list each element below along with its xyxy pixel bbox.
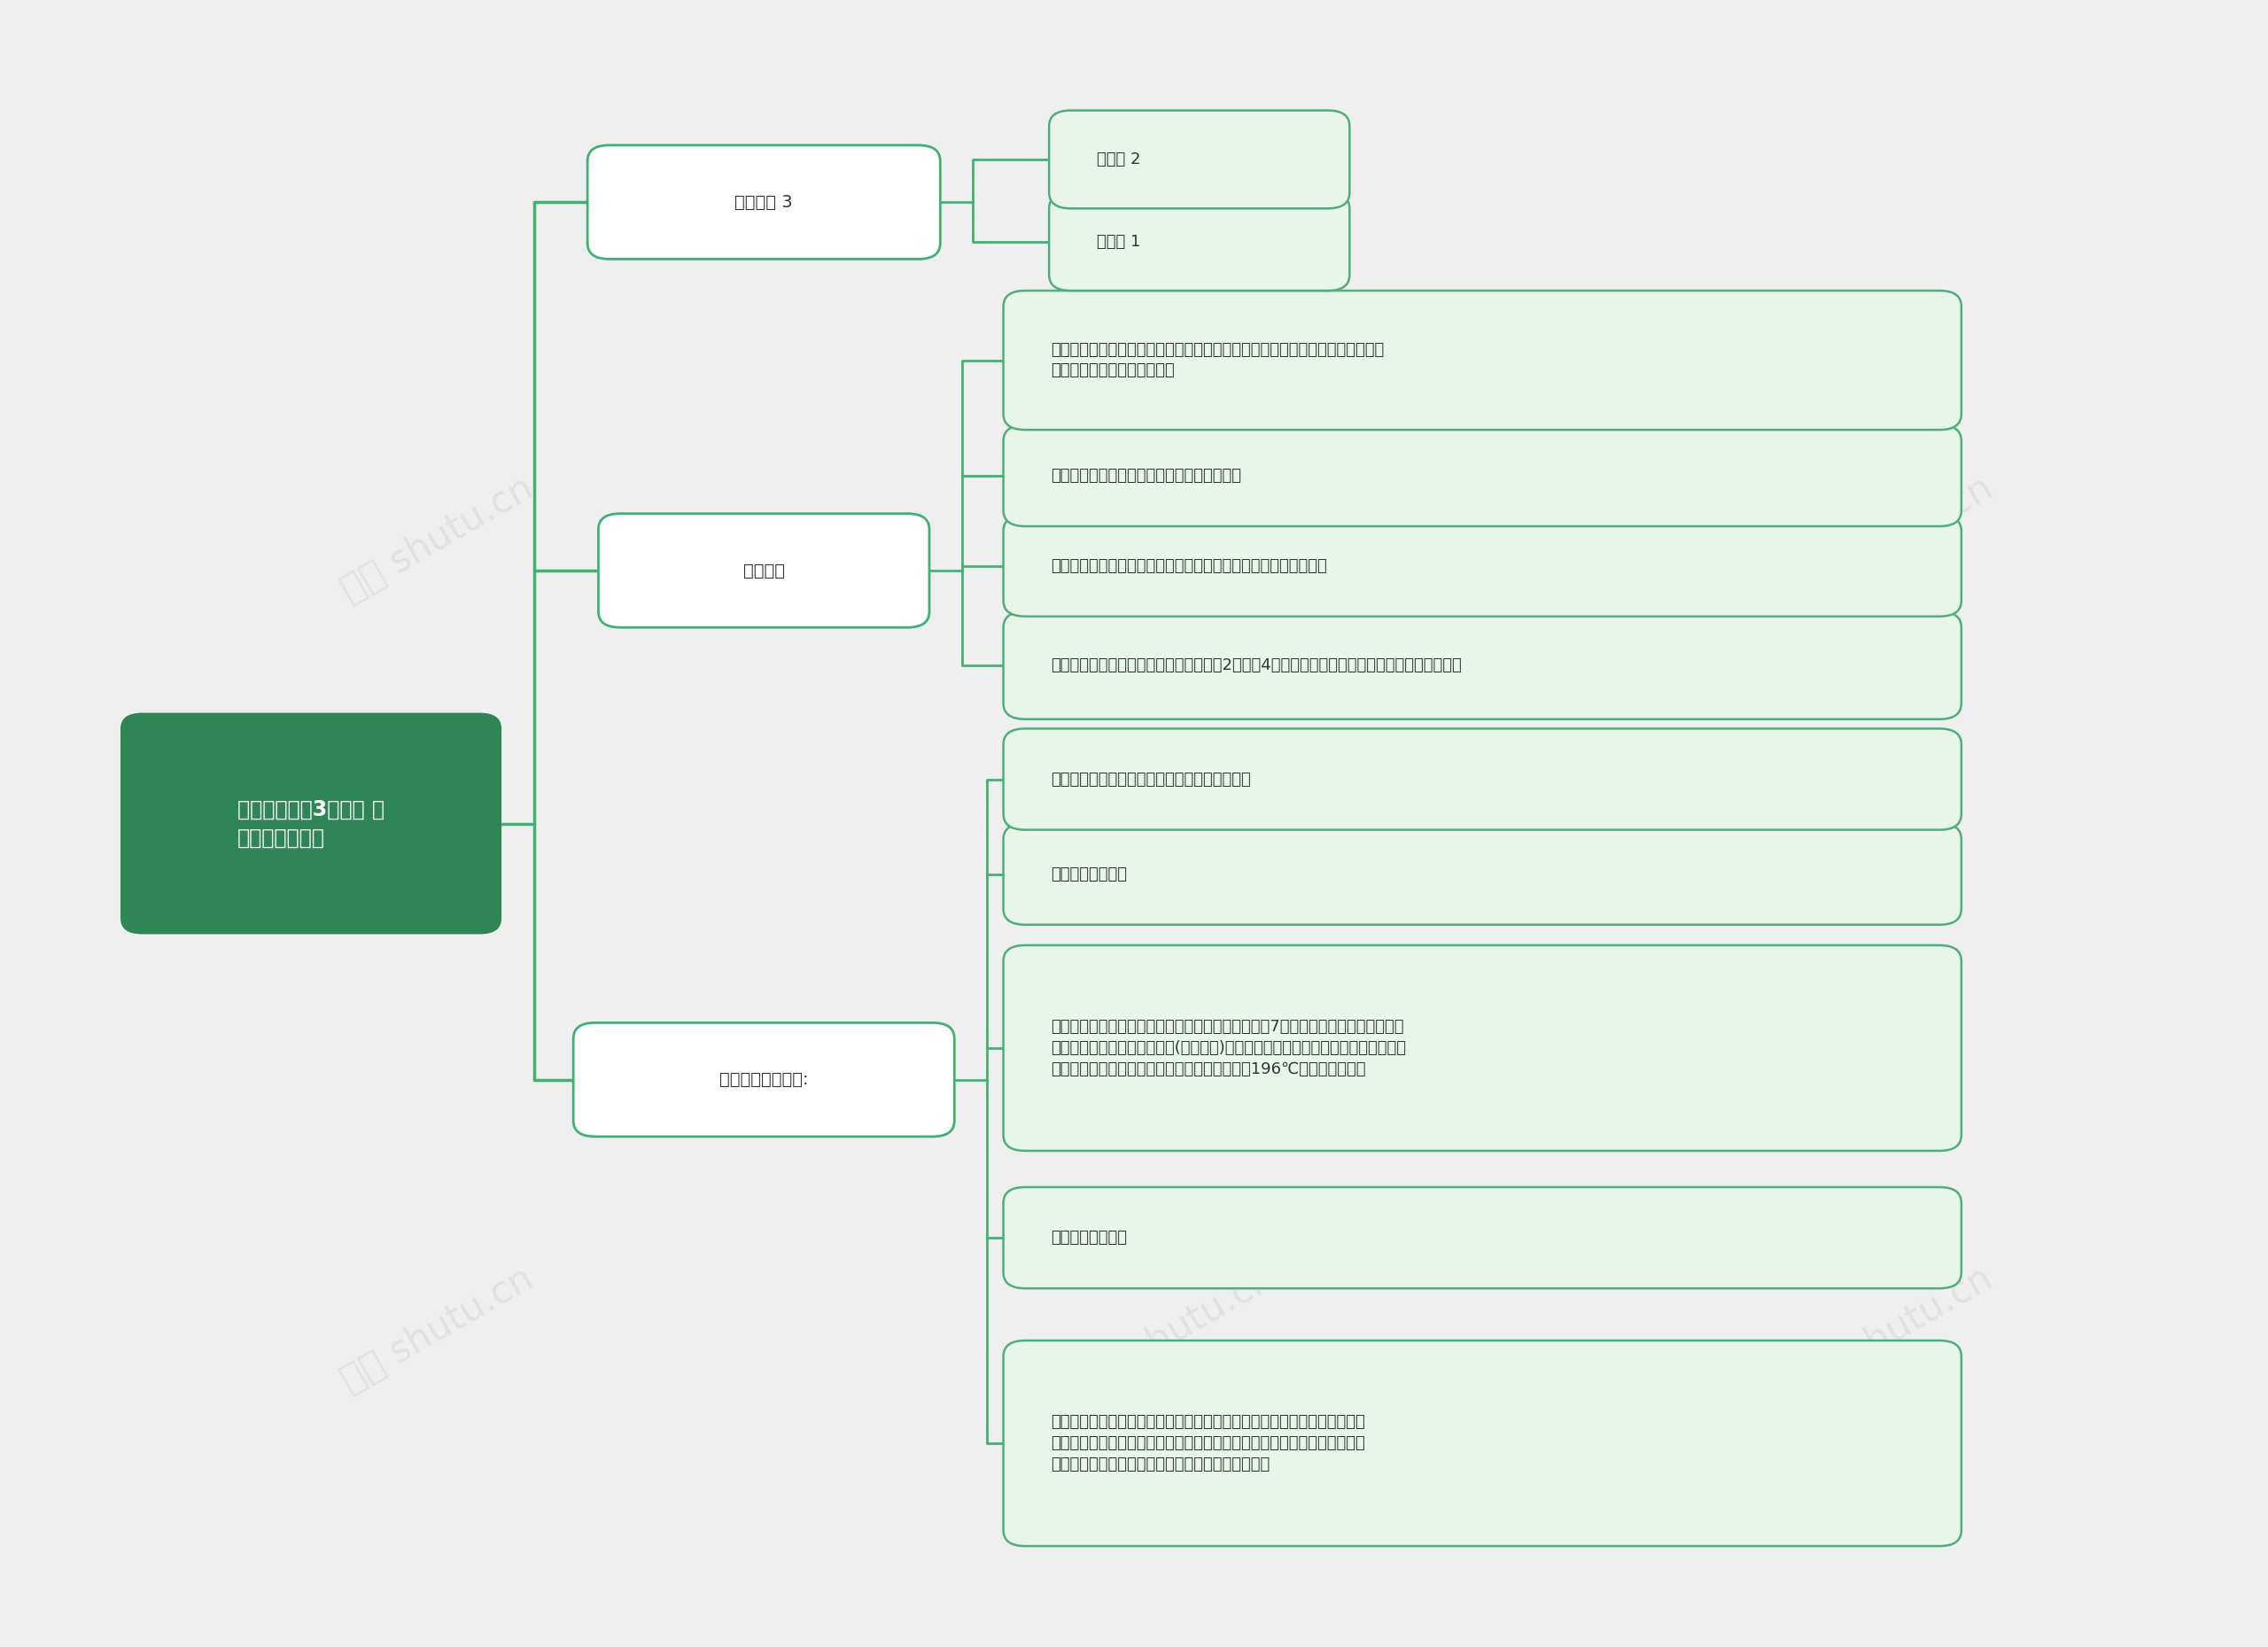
Text: 对供、受体的选择和处理。选择遗传特性和生产性能优秀的供体，有健康的
体质和正常繁殖能力的受体，供体和受体是同一物种。并用激素进行同期发
情处理，用促性腺激素对供: 对供、受体的选择和处理。选择遗传特性和生产性能优秀的供体，有健康的 体质和正常繁… [1052,1415,1365,1472]
FancyBboxPatch shape [120,713,501,934]
Text: 对胚胎进行移植。: 对胚胎进行移植。 [1052,866,1127,883]
Text: 树图 shutu.cn: 树图 shutu.cn [1794,469,1998,609]
Text: 概念：是指采用机械方法将早期胚胎切割2等份、4等份等，经移植获得同卵双胎或多胎的技术。: 概念：是指采用机械方法将早期胚胎切割2等份、4等份等，经移植获得同卵双胎或多胎的… [1052,657,1463,674]
Text: 子主题 1: 子主题 1 [1098,234,1141,250]
Text: 意义：来自同一胚胎的后代具有相同的遗传物质，属于无性繁殖。: 意义：来自同一胚胎的后代具有相同的遗传物质，属于无性繁殖。 [1052,558,1327,573]
FancyBboxPatch shape [1002,290,1962,430]
FancyBboxPatch shape [1002,824,1962,924]
Text: 树图 shutu.cn: 树图 shutu.cn [1794,1260,1998,1400]
FancyBboxPatch shape [599,514,930,628]
Text: 树图 shutu.cn: 树图 shutu.cn [336,469,540,609]
Text: 树图 shutu.cn: 树图 shutu.cn [336,1260,540,1400]
Text: 材料：发育良好，形态正常的桑椹胚或囊胚。: 材料：发育良好，形态正常的桑椹胚或囊胚。 [1052,468,1243,484]
FancyBboxPatch shape [587,145,941,259]
FancyBboxPatch shape [1002,516,1962,616]
FancyBboxPatch shape [1002,611,1962,720]
FancyBboxPatch shape [1002,425,1962,527]
Text: 胚胎分割: 胚胎分割 [744,562,785,580]
Text: 配种或人工授精。: 配种或人工授精。 [1052,1230,1127,1245]
FancyBboxPatch shape [1002,728,1962,830]
Text: 基本程序主要包括:: 基本程序主要包括: [719,1071,807,1089]
FancyBboxPatch shape [1002,945,1962,1151]
Text: 树图 shutu.cn: 树图 shutu.cn [1075,1260,1279,1400]
Text: 树图 shutu.cn: 树图 shutu.cn [1075,469,1279,609]
FancyBboxPatch shape [1050,193,1349,290]
Text: 操作过程：对囊胚阶段的胚胎分割时，要将内细胞团均等分割，否则会影响分割
后胚胎的恢复和进一步发育。: 操作过程：对囊胚阶段的胚胎分割时，要将内细胞团均等分割，否则会影响分割 后胚胎的… [1052,343,1383,379]
Text: 对胚胎的收集、检查、培养或保存。配种或输精后第7天，用特制的冲卵装置，把供
体母牛子宫内的胚胎冲洗出来(也叫冲卵)。对胚胎进行质量检查，此时的胚胎应发育
到桑椹: 对胚胎的收集、检查、培养或保存。配种或输精后第7天，用特制的冲卵装置，把供 体母… [1052,1019,1406,1077]
Text: 植后的检查。对受体母牛进行是否妊娠的检查。: 植后的检查。对受体母牛进行是否妊娠的检查。 [1052,771,1252,787]
Text: 高中生物选修3知识点 胚
胎移植基本程序: 高中生物选修3知识点 胚 胎移植基本程序 [238,799,386,848]
FancyBboxPatch shape [1002,1187,1962,1288]
FancyBboxPatch shape [1050,110,1349,209]
FancyBboxPatch shape [1002,1341,1962,1547]
Text: 子主题 2: 子主题 2 [1098,152,1141,168]
Text: 分支主题 3: 分支主题 3 [735,194,794,211]
FancyBboxPatch shape [574,1023,955,1136]
